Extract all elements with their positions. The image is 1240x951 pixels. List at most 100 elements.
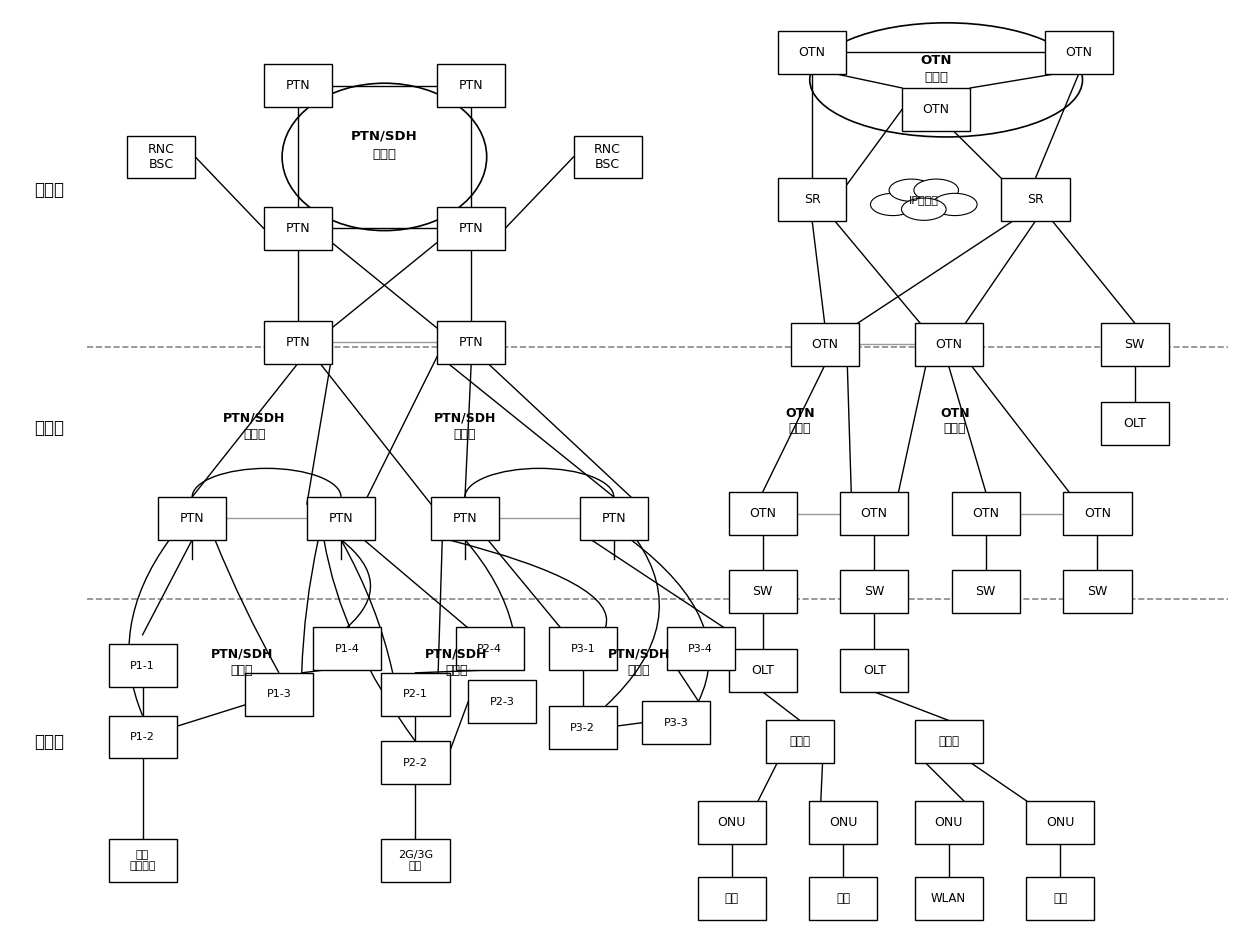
FancyBboxPatch shape [308, 497, 376, 540]
Text: PTN/SDH: PTN/SDH [351, 129, 418, 143]
Text: 集客: 集客 [724, 892, 739, 905]
Text: ONU: ONU [830, 816, 857, 829]
Ellipse shape [932, 193, 977, 216]
FancyBboxPatch shape [1044, 31, 1114, 74]
FancyBboxPatch shape [109, 715, 177, 759]
FancyBboxPatch shape [573, 135, 642, 179]
Text: P3-4: P3-4 [688, 644, 713, 653]
FancyBboxPatch shape [109, 839, 177, 883]
Text: P2-1: P2-1 [403, 689, 428, 699]
Text: 汇聚环: 汇聚环 [454, 428, 476, 441]
FancyBboxPatch shape [382, 742, 449, 784]
Text: PTN/SDH: PTN/SDH [608, 648, 670, 661]
FancyBboxPatch shape [697, 877, 766, 921]
Text: 分光器: 分光器 [790, 735, 810, 748]
FancyBboxPatch shape [1063, 493, 1131, 534]
Text: OTN: OTN [749, 507, 776, 520]
Text: PTN: PTN [285, 79, 310, 92]
Ellipse shape [889, 179, 934, 202]
FancyBboxPatch shape [697, 801, 766, 844]
Text: OTN: OTN [861, 507, 888, 520]
Text: PTN: PTN [329, 512, 353, 525]
FancyBboxPatch shape [841, 493, 908, 534]
Text: PTN: PTN [459, 336, 484, 349]
Text: SW: SW [1125, 338, 1145, 351]
Text: P1-4: P1-4 [335, 644, 360, 653]
FancyBboxPatch shape [432, 497, 498, 540]
FancyBboxPatch shape [1025, 801, 1095, 844]
Text: ONU: ONU [718, 816, 745, 829]
Text: P1-2: P1-2 [130, 732, 155, 742]
Text: 分光器: 分光器 [939, 735, 959, 748]
Text: IP城域网: IP城域网 [909, 195, 939, 204]
Text: P2-4: P2-4 [477, 644, 502, 653]
FancyBboxPatch shape [263, 320, 332, 363]
Text: OTN: OTN [799, 46, 826, 59]
Text: PTN: PTN [285, 222, 310, 235]
FancyBboxPatch shape [915, 322, 983, 365]
FancyBboxPatch shape [915, 877, 983, 921]
FancyBboxPatch shape [159, 497, 226, 540]
Text: OTN: OTN [1084, 507, 1111, 520]
FancyBboxPatch shape [1002, 178, 1069, 221]
Text: SW: SW [753, 585, 773, 598]
Text: P1-1: P1-1 [130, 661, 155, 670]
Text: 接入环: 接入环 [627, 664, 650, 677]
Text: PTN: PTN [601, 512, 626, 525]
Text: PTN: PTN [285, 336, 310, 349]
Ellipse shape [901, 198, 946, 221]
FancyBboxPatch shape [779, 178, 847, 221]
FancyBboxPatch shape [766, 721, 835, 763]
Ellipse shape [870, 193, 915, 216]
FancyBboxPatch shape [952, 571, 1021, 613]
FancyBboxPatch shape [382, 673, 449, 715]
FancyBboxPatch shape [779, 31, 847, 74]
Text: 汇聚环: 汇聚环 [243, 428, 265, 441]
FancyBboxPatch shape [729, 571, 797, 613]
FancyBboxPatch shape [810, 801, 878, 844]
Text: SR: SR [1027, 193, 1044, 206]
FancyBboxPatch shape [810, 877, 878, 921]
Text: SW: SW [976, 585, 996, 598]
FancyBboxPatch shape [667, 628, 734, 670]
Text: 接入环: 接入环 [445, 664, 467, 677]
FancyBboxPatch shape [579, 497, 647, 540]
Text: OTN: OTN [785, 407, 815, 420]
FancyBboxPatch shape [436, 320, 506, 363]
Text: P1-3: P1-3 [267, 689, 291, 699]
FancyBboxPatch shape [841, 571, 908, 613]
Text: OLT: OLT [1123, 417, 1146, 430]
Text: PTN: PTN [459, 79, 484, 92]
FancyBboxPatch shape [729, 650, 797, 692]
FancyBboxPatch shape [436, 207, 506, 249]
Text: SR: SR [804, 193, 821, 206]
Text: 家客: 家客 [1053, 892, 1068, 905]
FancyBboxPatch shape [642, 702, 711, 744]
Text: PTN/SDH: PTN/SDH [223, 412, 285, 425]
FancyBboxPatch shape [246, 673, 312, 715]
Text: 接入环: 接入环 [231, 664, 253, 677]
Text: P2-2: P2-2 [403, 758, 428, 767]
Text: 2G/3G
基站: 2G/3G 基站 [398, 850, 433, 871]
Text: PTN/SDH: PTN/SDH [434, 412, 496, 425]
FancyBboxPatch shape [469, 681, 536, 723]
Text: OTN: OTN [1065, 46, 1092, 59]
Text: RNC
BSC: RNC BSC [148, 143, 175, 171]
FancyBboxPatch shape [436, 64, 506, 107]
FancyBboxPatch shape [382, 839, 449, 883]
FancyBboxPatch shape [915, 801, 983, 844]
FancyBboxPatch shape [791, 322, 859, 365]
Text: ONU: ONU [1047, 816, 1074, 829]
FancyBboxPatch shape [109, 645, 177, 687]
FancyBboxPatch shape [1025, 877, 1095, 921]
Text: P3-1: P3-1 [570, 644, 595, 653]
Text: OLT: OLT [751, 664, 774, 677]
Text: ONU: ONU [935, 816, 962, 829]
Text: 汇聚环: 汇聚环 [944, 422, 966, 436]
Text: 家客: 家客 [836, 892, 851, 905]
Text: OTN: OTN [935, 338, 962, 351]
Text: P3-3: P3-3 [663, 718, 688, 728]
Text: 汇聚层: 汇聚层 [35, 419, 64, 437]
FancyBboxPatch shape [915, 721, 983, 763]
Text: SW: SW [1087, 585, 1107, 598]
